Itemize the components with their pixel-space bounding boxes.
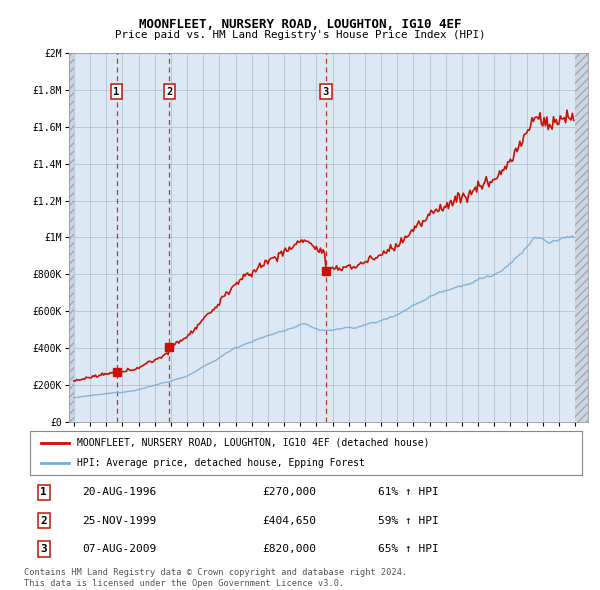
Text: Price paid vs. HM Land Registry's House Price Index (HPI): Price paid vs. HM Land Registry's House … <box>115 30 485 40</box>
Text: 07-AUG-2009: 07-AUG-2009 <box>82 544 157 554</box>
Text: 25-NOV-1999: 25-NOV-1999 <box>82 516 157 526</box>
Text: £270,000: £270,000 <box>262 487 316 497</box>
Bar <box>575 53 588 422</box>
Text: 61% ↑ HPI: 61% ↑ HPI <box>378 487 439 497</box>
Text: 20-AUG-1996: 20-AUG-1996 <box>82 487 157 497</box>
Text: HPI: Average price, detached house, Epping Forest: HPI: Average price, detached house, Eppi… <box>77 458 365 468</box>
Text: 59% ↑ HPI: 59% ↑ HPI <box>378 516 439 526</box>
Bar <box>69 53 74 422</box>
Text: MOONFLEET, NURSERY ROAD, LOUGHTON, IG10 4EF (detached house): MOONFLEET, NURSERY ROAD, LOUGHTON, IG10 … <box>77 438 430 448</box>
Text: This data is licensed under the Open Government Licence v3.0.: This data is licensed under the Open Gov… <box>24 579 344 588</box>
Text: Contains HM Land Registry data © Crown copyright and database right 2024.: Contains HM Land Registry data © Crown c… <box>24 568 407 576</box>
Text: 3: 3 <box>323 87 329 97</box>
Text: 65% ↑ HPI: 65% ↑ HPI <box>378 544 439 554</box>
Text: 1: 1 <box>113 87 119 97</box>
Text: 3: 3 <box>40 544 47 554</box>
Text: £404,650: £404,650 <box>262 516 316 526</box>
Text: 1: 1 <box>40 487 47 497</box>
Text: 2: 2 <box>40 516 47 526</box>
Text: MOONFLEET, NURSERY ROAD, LOUGHTON, IG10 4EF: MOONFLEET, NURSERY ROAD, LOUGHTON, IG10 … <box>139 18 461 31</box>
Text: £820,000: £820,000 <box>262 544 316 554</box>
Text: 2: 2 <box>166 87 172 97</box>
